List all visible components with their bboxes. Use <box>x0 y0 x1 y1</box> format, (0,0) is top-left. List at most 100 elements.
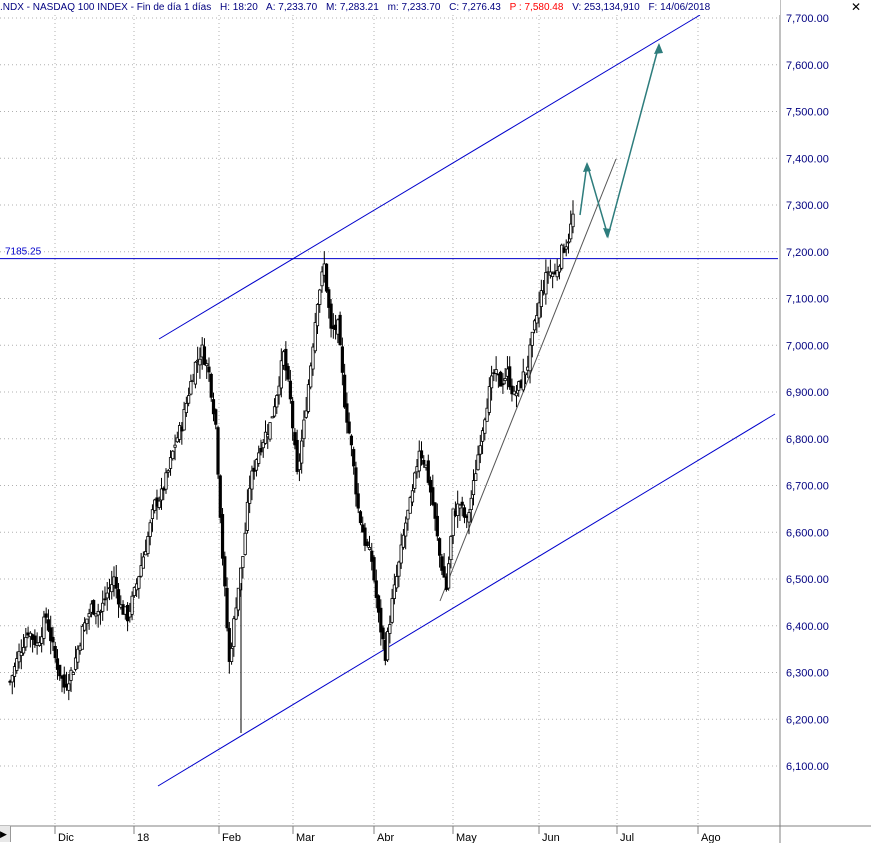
candle-body <box>458 504 462 509</box>
candle-body <box>379 607 383 633</box>
candle-body <box>354 467 358 495</box>
candle-body <box>315 304 320 327</box>
candle-body <box>73 657 78 670</box>
candle-body <box>401 534 406 548</box>
candle-body <box>490 375 494 389</box>
candle-body <box>440 556 444 571</box>
y-tick-label: 7,200.00 <box>786 247 829 259</box>
candle-body <box>385 631 390 661</box>
candle-body <box>399 544 403 564</box>
candle-body <box>523 372 528 376</box>
x-tick-label: Abr <box>377 832 394 843</box>
candle-body <box>388 624 392 634</box>
candle-body <box>164 472 168 490</box>
candle-body <box>207 366 211 373</box>
candle-body <box>537 302 541 319</box>
candle-body <box>363 527 367 546</box>
candle-body <box>309 365 313 388</box>
candle-body <box>544 272 548 295</box>
close-icon[interactable]: ✕ <box>850 0 862 14</box>
candle-body <box>469 497 473 510</box>
candle-body <box>202 346 207 365</box>
x-axis: Dic 18 Feb Mar Abr May Jun Jul Ago <box>0 825 871 843</box>
candle-body <box>345 403 349 423</box>
x-tick-label: 18 <box>137 832 149 843</box>
candle-body <box>347 421 351 434</box>
candle-body <box>17 650 21 663</box>
candle-body <box>494 369 498 374</box>
candle-body <box>557 265 562 273</box>
candle-body <box>15 658 19 671</box>
candle-body <box>413 472 417 489</box>
candle-body <box>318 289 322 305</box>
candle-body <box>275 395 279 408</box>
candle-body <box>433 502 437 519</box>
candle-body <box>487 386 491 413</box>
y-tick-label: 6,100.00 <box>786 761 829 773</box>
candle-body <box>451 508 455 536</box>
symbol-label: .NDX - NASDAQ 100 INDEX - Fin de día 1 d… <box>0 2 212 13</box>
candle-body <box>62 674 66 688</box>
candle-body <box>435 515 439 537</box>
candle-body <box>313 322 317 352</box>
candle-body <box>372 557 376 581</box>
candle-body <box>270 416 274 419</box>
candle-body <box>44 613 48 618</box>
candle-body <box>508 366 512 388</box>
candle-body <box>175 437 179 443</box>
channel-upper-line <box>158 14 701 340</box>
candle-body <box>184 403 188 414</box>
candle-body <box>499 371 503 387</box>
candle-body <box>234 607 238 620</box>
candle-body <box>110 584 114 593</box>
candle-body <box>474 473 478 481</box>
candle-body <box>514 392 519 397</box>
y-tick-label: 6,400.00 <box>786 621 829 633</box>
candle-body <box>408 497 412 514</box>
candle-body <box>528 344 532 372</box>
candle-body <box>480 430 485 442</box>
candle-body <box>521 371 525 391</box>
candle-body <box>404 522 408 537</box>
y-tick-label: 7,000.00 <box>786 340 829 352</box>
candle-body <box>24 637 28 648</box>
candle-body <box>80 625 84 650</box>
candle-body <box>367 547 372 550</box>
x-tick-label: Dic <box>58 832 74 843</box>
candle-body <box>349 435 354 446</box>
scroll-right-icon[interactable]: ▶ <box>0 826 11 842</box>
candle-body <box>58 664 62 677</box>
candle-body <box>101 602 105 612</box>
candle-body <box>277 385 281 396</box>
candle-body <box>248 487 252 504</box>
candle-body <box>245 501 250 531</box>
candle-body <box>12 666 17 677</box>
support-trendline <box>439 158 617 602</box>
candle-body <box>209 373 213 398</box>
candle-body <box>422 459 426 465</box>
candle-body <box>564 246 568 250</box>
y-tick-label: 6,900.00 <box>786 387 829 399</box>
candle-body <box>365 541 369 547</box>
candle-body <box>137 576 141 589</box>
candle-body <box>146 536 150 554</box>
candle-body <box>150 509 155 519</box>
candle-body <box>297 460 302 471</box>
candle-body <box>320 271 324 287</box>
candle-body <box>40 636 44 644</box>
candle-body <box>177 425 182 440</box>
candle-body <box>87 613 91 618</box>
candle-body <box>227 628 231 662</box>
candle-body <box>410 490 415 503</box>
candle-body <box>352 449 356 467</box>
price-label: P : 7,580.48 <box>509 2 564 13</box>
time-label: H: 18:20 <box>219 2 258 13</box>
candle-body <box>250 470 254 490</box>
candle-body <box>327 289 331 308</box>
candle-body <box>442 566 446 578</box>
candle-body <box>37 642 41 646</box>
candle-body <box>182 409 186 431</box>
candle-body <box>397 561 401 577</box>
candle-body <box>232 618 236 647</box>
candle-body <box>501 383 505 386</box>
